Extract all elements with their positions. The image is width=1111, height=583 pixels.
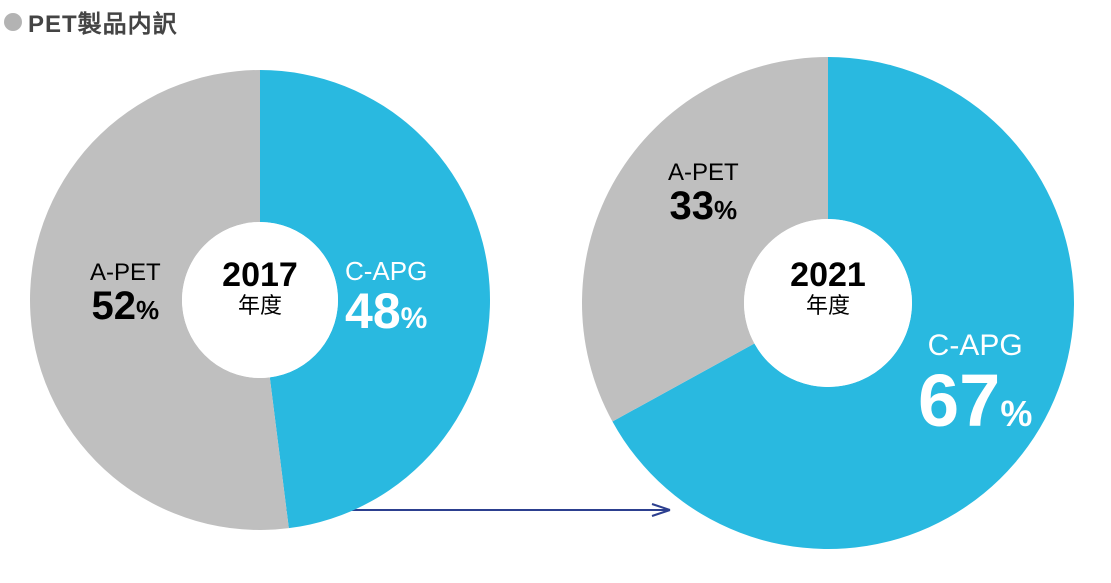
donut-2017 bbox=[30, 70, 490, 530]
donut-2021-svg bbox=[582, 57, 1074, 549]
donut-2017-center bbox=[182, 222, 338, 378]
bullet-icon bbox=[4, 13, 22, 31]
donut-2017-svg bbox=[30, 70, 490, 530]
chart-title-row: PET製品内訳 bbox=[4, 4, 178, 39]
donut-2021 bbox=[582, 57, 1074, 549]
donut-2021-center bbox=[744, 219, 912, 387]
chart-title: PET製品内訳 bbox=[28, 4, 178, 39]
